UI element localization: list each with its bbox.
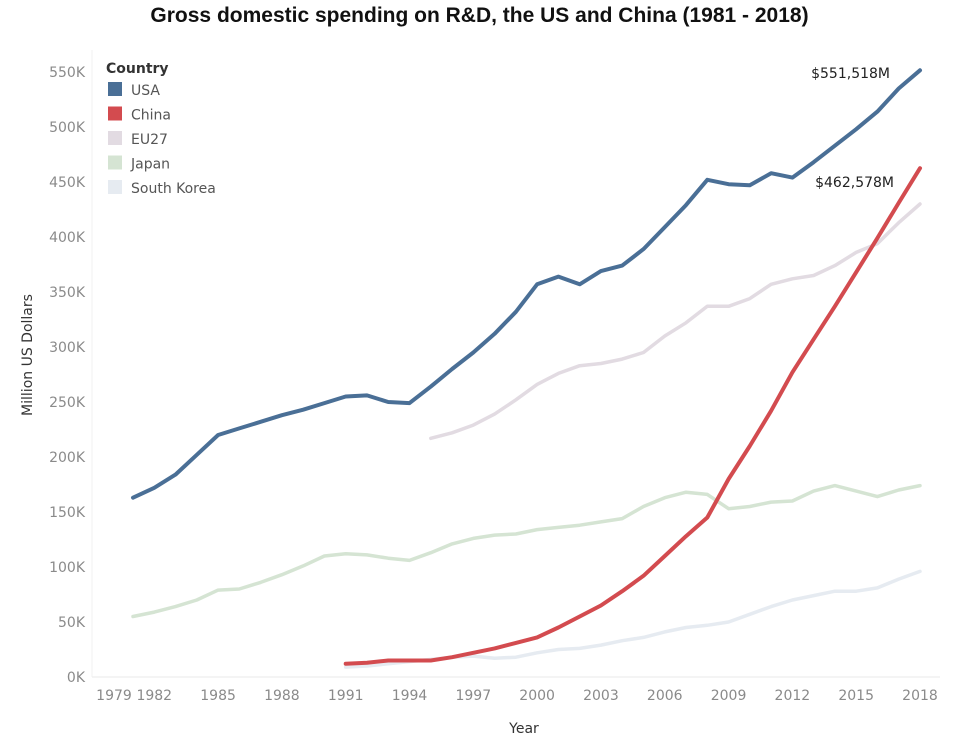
y-tick-label: 150K bbox=[49, 505, 86, 521]
x-tick-label: 1982 bbox=[136, 688, 172, 704]
y-tick-label: 300K bbox=[49, 340, 86, 356]
x-tick-label: 2012 bbox=[775, 688, 811, 704]
series-line-japan bbox=[131, 483, 922, 619]
legend-swatch bbox=[108, 155, 122, 170]
legend-swatch bbox=[108, 82, 122, 96]
x-tick-label: 2018 bbox=[902, 688, 938, 704]
series-line-usa bbox=[131, 68, 922, 500]
y-tick-label: 200K bbox=[49, 450, 86, 466]
y-tick-label: 50K bbox=[58, 615, 86, 631]
y-axis-label: Million US Dollars bbox=[20, 294, 36, 416]
legend-swatch bbox=[108, 106, 122, 121]
y-tick-label: 350K bbox=[49, 285, 86, 301]
y-tick-label: 400K bbox=[49, 230, 86, 246]
x-tick-label: 2006 bbox=[647, 688, 683, 704]
x-tick-label: 1994 bbox=[392, 688, 428, 704]
legend-item: China bbox=[131, 108, 171, 124]
legend: Country USA China EU27 Japan South Korea bbox=[106, 61, 216, 197]
legend-item: EU27 bbox=[131, 132, 168, 148]
legend-item: USA bbox=[131, 83, 160, 99]
x-tick-label: 2003 bbox=[583, 688, 619, 704]
x-tick-label: 1979 bbox=[96, 688, 132, 704]
legend-title: Country bbox=[106, 61, 169, 77]
x-tick-label: 1991 bbox=[328, 688, 364, 704]
series-line-china bbox=[343, 166, 922, 666]
y-tick-label: 100K bbox=[49, 560, 86, 576]
chart-title: Gross domestic spending on R&D, the US a… bbox=[150, 4, 809, 27]
x-tick-label: 2000 bbox=[519, 688, 555, 704]
annotation-china: $462,578M bbox=[815, 175, 894, 191]
legend-item: South Korea bbox=[131, 181, 216, 197]
series-line-eu27 bbox=[429, 202, 922, 441]
y-tick-label: 550K bbox=[49, 65, 86, 81]
y-tick-label: 500K bbox=[49, 120, 86, 136]
x-tick-label: 2009 bbox=[711, 688, 747, 704]
annotation-usa: $551,518M bbox=[811, 66, 890, 82]
x-tick-label: 1985 bbox=[200, 688, 236, 704]
y-tick-label: 450K bbox=[49, 175, 86, 191]
legend-item: Japan bbox=[130, 157, 170, 173]
x-axis-label: Year bbox=[508, 721, 539, 737]
x-tick-label: 1988 bbox=[264, 688, 300, 704]
legend-swatch bbox=[108, 131, 122, 145]
y-tick-label: 250K bbox=[49, 395, 86, 411]
y-tick-label: 0K bbox=[67, 670, 86, 686]
legend-swatch bbox=[108, 180, 122, 194]
x-tick-label: 2015 bbox=[838, 688, 874, 704]
x-tick-label: 1997 bbox=[455, 688, 491, 704]
